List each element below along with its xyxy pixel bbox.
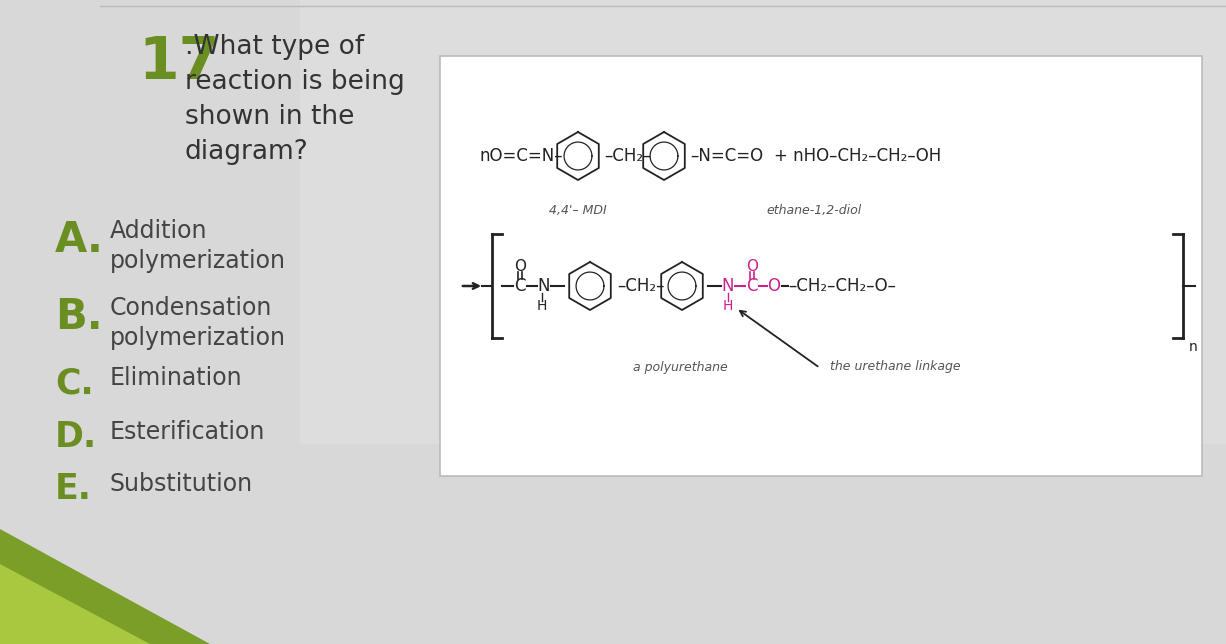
Text: N: N (722, 277, 734, 295)
Text: ethane-1,2-diol: ethane-1,2-diol (766, 204, 862, 217)
Text: + nHO–CH₂–CH₂–OH: + nHO–CH₂–CH₂–OH (774, 147, 942, 165)
Text: E.: E. (55, 472, 92, 506)
Text: n: n (1189, 340, 1198, 354)
Text: 4,4'– MDI: 4,4'– MDI (549, 204, 607, 217)
Text: a polyurethane: a polyurethane (633, 361, 727, 374)
FancyBboxPatch shape (440, 56, 1201, 476)
Text: H: H (537, 299, 547, 313)
Text: Elimination: Elimination (110, 366, 243, 390)
Text: O: O (767, 277, 781, 295)
Text: C: C (747, 277, 758, 295)
Text: A.: A. (55, 219, 104, 261)
Text: Esterification: Esterification (110, 420, 265, 444)
Text: nO=C=N–: nO=C=N– (481, 147, 564, 165)
Text: .What type of
reaction is being
shown in the
diagram?: .What type of reaction is being shown in… (185, 34, 405, 165)
Text: Condensation
polymerization: Condensation polymerization (110, 296, 286, 350)
Text: –N=C=O: –N=C=O (690, 147, 763, 165)
Text: –CH₂–: –CH₂– (604, 147, 651, 165)
Text: Substitution: Substitution (110, 472, 253, 496)
Text: –CH₂–: –CH₂– (617, 277, 664, 295)
Text: the urethane linkage: the urethane linkage (830, 360, 961, 373)
Text: B.: B. (55, 296, 103, 338)
Text: C.: C. (55, 366, 93, 400)
Text: Addition
polymerization: Addition polymerization (110, 219, 286, 272)
Text: D.: D. (55, 420, 97, 454)
Text: O: O (745, 258, 758, 274)
Text: N: N (538, 277, 550, 295)
Bar (300, 0, 1226, 444)
Text: H: H (723, 299, 733, 313)
Text: 17: 17 (139, 34, 219, 91)
Polygon shape (0, 564, 150, 644)
Polygon shape (0, 529, 210, 644)
Text: –CH₂–CH₂–O–: –CH₂–CH₂–O– (788, 277, 896, 295)
Text: O: O (514, 258, 526, 274)
Text: C: C (514, 277, 526, 295)
